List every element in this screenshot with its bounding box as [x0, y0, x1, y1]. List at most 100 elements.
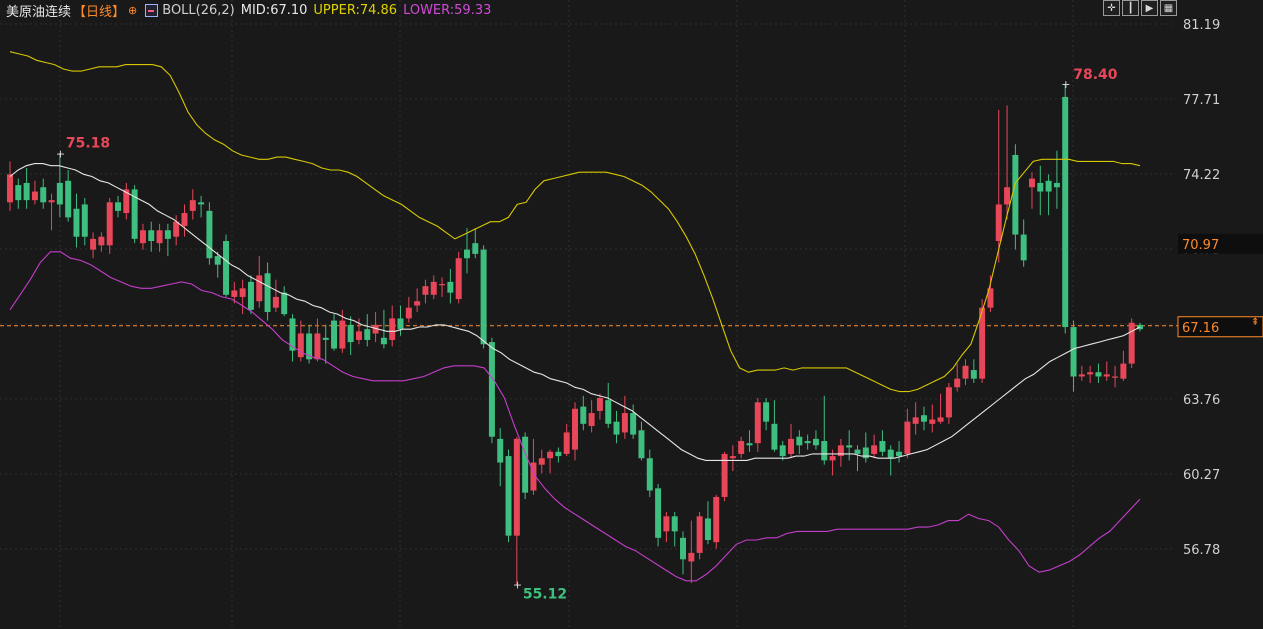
- candle-body: [247, 281, 254, 310]
- candle-body: [389, 318, 396, 340]
- candle-body: [189, 200, 196, 211]
- candle-body: [81, 204, 88, 237]
- candle-body: [322, 337, 329, 340]
- candle-body: [1103, 374, 1110, 377]
- candle-body: [580, 406, 587, 424]
- candle-body: [970, 370, 977, 379]
- y-tick-label: 77.71: [1183, 93, 1220, 108]
- y-tick-label: 81.19: [1183, 18, 1220, 33]
- candle-body: [231, 290, 238, 297]
- candle-body: [430, 281, 437, 295]
- extreme-marker: +: [56, 147, 65, 160]
- candle-body: [655, 488, 662, 538]
- candle-body: [239, 288, 246, 297]
- indicator-icon: [145, 3, 159, 17]
- candle-body: [1037, 182, 1044, 192]
- candle-body: [871, 445, 878, 454]
- candle-icon[interactable]: ┃: [1122, 0, 1139, 16]
- candle-body: [214, 256, 221, 265]
- candle-body: [414, 301, 421, 306]
- candle-body: [148, 230, 155, 242]
- y-tick-label: 56.78: [1183, 543, 1220, 558]
- candle-body: [256, 275, 263, 302]
- candle-body: [331, 320, 338, 349]
- candle-body: [663, 516, 670, 532]
- play-icon[interactable]: ▶: [1141, 0, 1158, 16]
- candle-body: [73, 208, 80, 237]
- candle-body: [65, 180, 72, 218]
- candle-body: [164, 230, 171, 239]
- candle-body: [588, 413, 595, 426]
- current-price-label: 67.16: [1182, 321, 1219, 336]
- candle-body: [306, 333, 313, 360]
- y-tick-label: 74.22: [1183, 168, 1220, 183]
- prior-high-label: 75.18: [66, 135, 110, 151]
- candle-body: [646, 458, 653, 491]
- candle-body: [1004, 187, 1011, 205]
- boll-lower-line: [9, 251, 1141, 582]
- candle-body: [729, 456, 736, 459]
- period-label[interactable]: 【日线】: [73, 4, 126, 20]
- candle-body: [912, 417, 919, 424]
- candle-body: [829, 456, 836, 461]
- candle-body: [929, 419, 936, 424]
- candle-body: [1020, 234, 1027, 261]
- candle-body: [397, 318, 404, 330]
- candle-body: [463, 249, 470, 259]
- candle-body: [40, 187, 47, 203]
- indicator-name: BOLL(26,2): [162, 2, 235, 18]
- candle-body: [796, 436, 803, 446]
- candle-body: [181, 213, 188, 226]
- candle-body: [788, 438, 795, 454]
- candle-body: [439, 284, 446, 286]
- add-circle-icon[interactable]: ⊕: [128, 3, 138, 17]
- candle-body: [1053, 182, 1060, 188]
- candle-body: [738, 441, 745, 454]
- candle-body: [48, 200, 55, 203]
- y-tick-label: 63.76: [1183, 393, 1220, 408]
- candle-body: [405, 307, 412, 319]
- candle-body: [98, 236, 105, 246]
- boll-mid-line: [9, 163, 1141, 461]
- grid-icon[interactable]: ▦: [1160, 0, 1177, 16]
- candle-body: [696, 516, 703, 553]
- candle-body: [671, 516, 678, 532]
- candle-body: [297, 333, 304, 358]
- candle-body: [680, 537, 687, 560]
- candle-body: [854, 449, 861, 454]
- boll-upper-line: [9, 51, 1141, 393]
- candle-body: [1095, 372, 1102, 377]
- candle-body: [123, 189, 130, 214]
- low-label: 55.12: [523, 587, 567, 603]
- price-marker-label: 70.97: [1182, 238, 1219, 253]
- candle-body: [173, 221, 180, 237]
- candle-body: [937, 417, 944, 422]
- instrument-title: 美原油连续: [6, 4, 72, 20]
- price-marker-box: [1178, 233, 1263, 254]
- candle-body: [364, 329, 371, 340]
- candle-body: [455, 258, 462, 300]
- candle-body: [771, 423, 778, 450]
- candle-body: [630, 413, 637, 435]
- candle-body: [530, 462, 537, 491]
- candle-body: [1128, 322, 1135, 364]
- candle-body: [754, 402, 761, 444]
- candle-body: [1120, 363, 1127, 379]
- crosshair-icon[interactable]: ✛: [1103, 0, 1120, 16]
- candle-body: [355, 331, 362, 340]
- candle-body: [596, 398, 603, 411]
- candle-body: [380, 337, 387, 345]
- candle-body: [896, 451, 903, 457]
- current-price-box: [1177, 316, 1263, 338]
- candle-body: [763, 402, 770, 422]
- candle-body: [488, 342, 495, 437]
- candle-body: [56, 182, 63, 205]
- candle-body: [347, 324, 354, 343]
- candle-body: [613, 421, 620, 435]
- candle-body: [962, 365, 969, 379]
- candle-body: [131, 189, 138, 239]
- candle-body: [846, 445, 853, 448]
- candle-body: [272, 296, 279, 308]
- candle-body: [372, 324, 379, 334]
